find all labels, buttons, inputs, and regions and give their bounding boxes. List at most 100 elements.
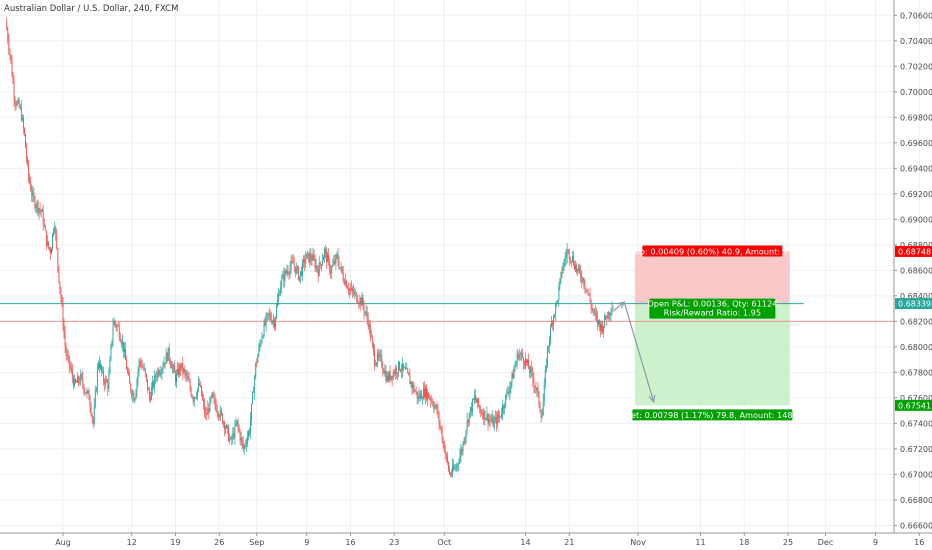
x-tick-label[interactable]: Oct [437,538,451,547]
x-tick-label[interactable]: 14 [520,538,530,547]
y-tick-label[interactable]: 0.69600 [900,139,932,148]
candle-body [577,269,579,271]
candle-body [389,371,391,380]
open-pl-label-box[interactable] [649,298,776,319]
y-tick-label[interactable]: 0.66800 [900,496,932,505]
candle-body [65,346,67,356]
x-tick-label[interactable]: 23 [389,538,399,547]
candle-body [486,413,488,419]
candle-body [192,397,194,402]
y-tick-label[interactable]: 0.69400 [900,164,932,173]
candle-body [589,295,591,302]
candle-body [113,321,115,326]
y-tick-label[interactable]: 0.67400 [900,419,932,428]
candle-body [564,258,566,261]
y-tick-label[interactable]: 0.68200 [900,317,932,326]
x-tick-label[interactable]: 18 [739,538,749,547]
candle-body [287,271,289,274]
candle-body [428,392,430,398]
x-tick-label[interactable]: 9 [304,538,309,547]
y-tick-label[interactable]: 0.69800 [900,113,932,122]
target-label[interactable]: Target: 0.00798 (1.17%) 79.8, Amount: 14… [613,410,811,420]
target-zone[interactable] [634,303,790,406]
y-tick-label[interactable]: 0.70000 [900,88,932,97]
y-tick-label[interactable]: 0.68000 [900,343,932,352]
candle-body [484,410,486,420]
x-tick-label[interactable]: 16 [914,538,924,547]
stop-label[interactable]: Stop: 0.00409 (0.60%) 40.9, Amount: 750 [626,246,798,256]
y-tick-label[interactable]: 0.69000 [900,215,932,224]
stop-label-box[interactable] [642,245,783,257]
risk-reward-label[interactable]: Risk/Reward Ratio: 1.95 [664,308,761,318]
candle-body [177,368,179,374]
candle-body [534,386,536,388]
candle-body [471,399,473,412]
candle-body [417,395,419,399]
x-tick-label[interactable]: Nov [630,538,646,547]
x-tick-label[interactable]: Dec [818,538,833,547]
projection-path[interactable] [612,301,656,403]
candle-body [202,395,204,400]
y-tick-label[interactable]: 0.70200 [900,62,932,71]
x-tick-label[interactable]: 16 [345,538,355,547]
candle-body [259,344,261,347]
x-tick-label[interactable]: 21 [564,538,574,547]
target-price-tag [895,399,932,411]
candle-body [519,354,521,355]
y-tick-label[interactable]: 0.70400 [900,37,932,46]
candle-body [159,373,161,375]
x-tick-label[interactable]: Aug [55,538,71,547]
position-labels[interactable]: Stop: 0.00409 (0.60%) 40.9, Amount: 750 … [613,245,811,421]
candle-body [337,254,339,263]
candle-body [561,272,563,273]
position-zones[interactable] [634,251,790,406]
x-tick-label[interactable]: 19 [170,538,180,547]
x-tick-label[interactable]: 25 [783,538,793,547]
candle-body [606,318,608,320]
x-tick-label[interactable]: 12 [127,538,137,547]
candle-body [546,347,548,366]
stop-zone[interactable] [634,251,790,304]
target-label-box[interactable] [632,409,793,421]
candle-body [571,256,573,262]
candle-body [578,266,580,270]
candle-body [37,202,39,212]
x-axis-ticks[interactable]: Aug 12 19 26 Sep 9 16 23 Oct 14 21 Nov 11 18 25 Dec 9 16 [55,533,924,547]
x-tick-label[interactable]: Sep [249,538,264,547]
y-tick-label[interactable]: 0.68600 [900,266,932,275]
y-tick-label[interactable]: 0.67000 [900,470,932,479]
y-tick-label[interactable]: 0.67600 [900,394,932,403]
candle-body [261,336,263,343]
candle-body [446,455,448,463]
candle-body [510,382,512,387]
y-tick-label[interactable]: 0.68800 [900,241,932,250]
candle-body [225,428,226,430]
x-tick-label[interactable]: 26 [214,538,224,547]
y-tick-label[interactable]: 0.66600 [900,521,932,530]
candle-body [201,385,202,396]
x-tick-label[interactable]: 9 [873,538,878,547]
candle-body [366,311,368,319]
candle-body [476,400,477,403]
open-pl-label[interactable]: Open P&L: 0.00136, Qty: 61124 [647,299,777,309]
candle-body [99,362,100,369]
candle-body [19,106,21,108]
candle-body [557,300,559,302]
y-tick-label[interactable]: 0.67200 [900,445,932,454]
candle-body [181,362,183,369]
y-tick-label[interactable]: 0.69200 [900,190,932,199]
y-tick-label[interactable]: 0.68400 [900,292,932,301]
x-tick-label[interactable]: 11 [695,538,705,547]
candle-body [262,336,264,337]
y-axis-ticks[interactable]: 0.70600 0.70400 0.70200 0.70000 0.69800 0.696… [894,11,932,530]
y-tick-label[interactable]: 0.67800 [900,368,932,377]
candle-body [200,385,201,386]
candle-body [516,353,518,363]
candle-body [381,354,383,367]
candle-body [135,391,137,399]
candle-body [326,250,327,263]
y-tick-label[interactable]: 0.70600 [900,11,932,20]
candle-body [349,289,350,291]
